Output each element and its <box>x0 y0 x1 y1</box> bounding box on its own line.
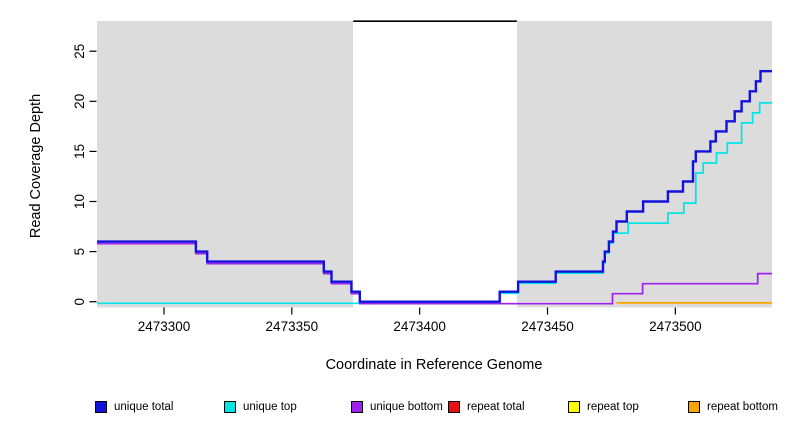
x-axis-tick-label: 2473450 <box>521 319 574 334</box>
legend-swatch-repeat-total <box>448 401 460 413</box>
legend-item-repeat-bottom: repeat bottom <box>688 398 778 416</box>
y-axis-tick-label: 5 <box>72 248 87 256</box>
legend-item-unique-bottom: unique bottom' <box>351 398 451 416</box>
x-axis-tick-label: 2473400 <box>393 319 446 334</box>
legend-label: repeat bottom <box>707 401 778 413</box>
y-axis-title: Read Coverage Depth <box>28 93 44 239</box>
legend-item-repeat-top: repeat top <box>568 398 639 416</box>
x-axis-tick-label: 2473500 <box>649 319 702 334</box>
legend-swatch-repeat-top <box>568 401 580 413</box>
x-axis-title: Coordinate in Reference Genome <box>325 357 543 373</box>
left-covered-region <box>97 21 354 308</box>
legend-label: repeat top <box>587 401 639 413</box>
assembly-gap <box>353 21 517 308</box>
legend-item-unique-top: unique top <box>224 398 297 416</box>
y-axis-tick-label: 25 <box>72 44 87 59</box>
legend-swatch-unique-top <box>224 401 236 413</box>
legend-label: unique bottom <box>370 401 443 413</box>
legend-swatch-repeat-bottom <box>688 401 700 413</box>
x-axis-tick-label: 2473350 <box>266 319 319 334</box>
legend-item-repeat-total: repeat total <box>448 398 525 416</box>
series-line-unique-total <box>97 70 772 303</box>
legend-swatch-unique-total <box>95 401 107 413</box>
y-axis-tick-label: 10 <box>72 194 87 209</box>
y-axis-tick-label: 20 <box>72 94 87 109</box>
legend-swatch-unique-bottom <box>351 401 363 413</box>
y-axis-tick-label: 0 <box>72 298 87 306</box>
legend-label: unique total <box>114 401 174 413</box>
legend-label: repeat total <box>467 401 525 413</box>
right-covered-region <box>516 21 772 308</box>
y-axis-tick-label: 15 <box>72 144 87 159</box>
legend: unique total unique top unique bottom' repe… <box>0 398 792 420</box>
x-axis-tick-label: 2473300 <box>138 319 191 334</box>
legend-item-unique-total: unique total <box>95 398 173 416</box>
legend-label: unique top <box>243 401 297 413</box>
